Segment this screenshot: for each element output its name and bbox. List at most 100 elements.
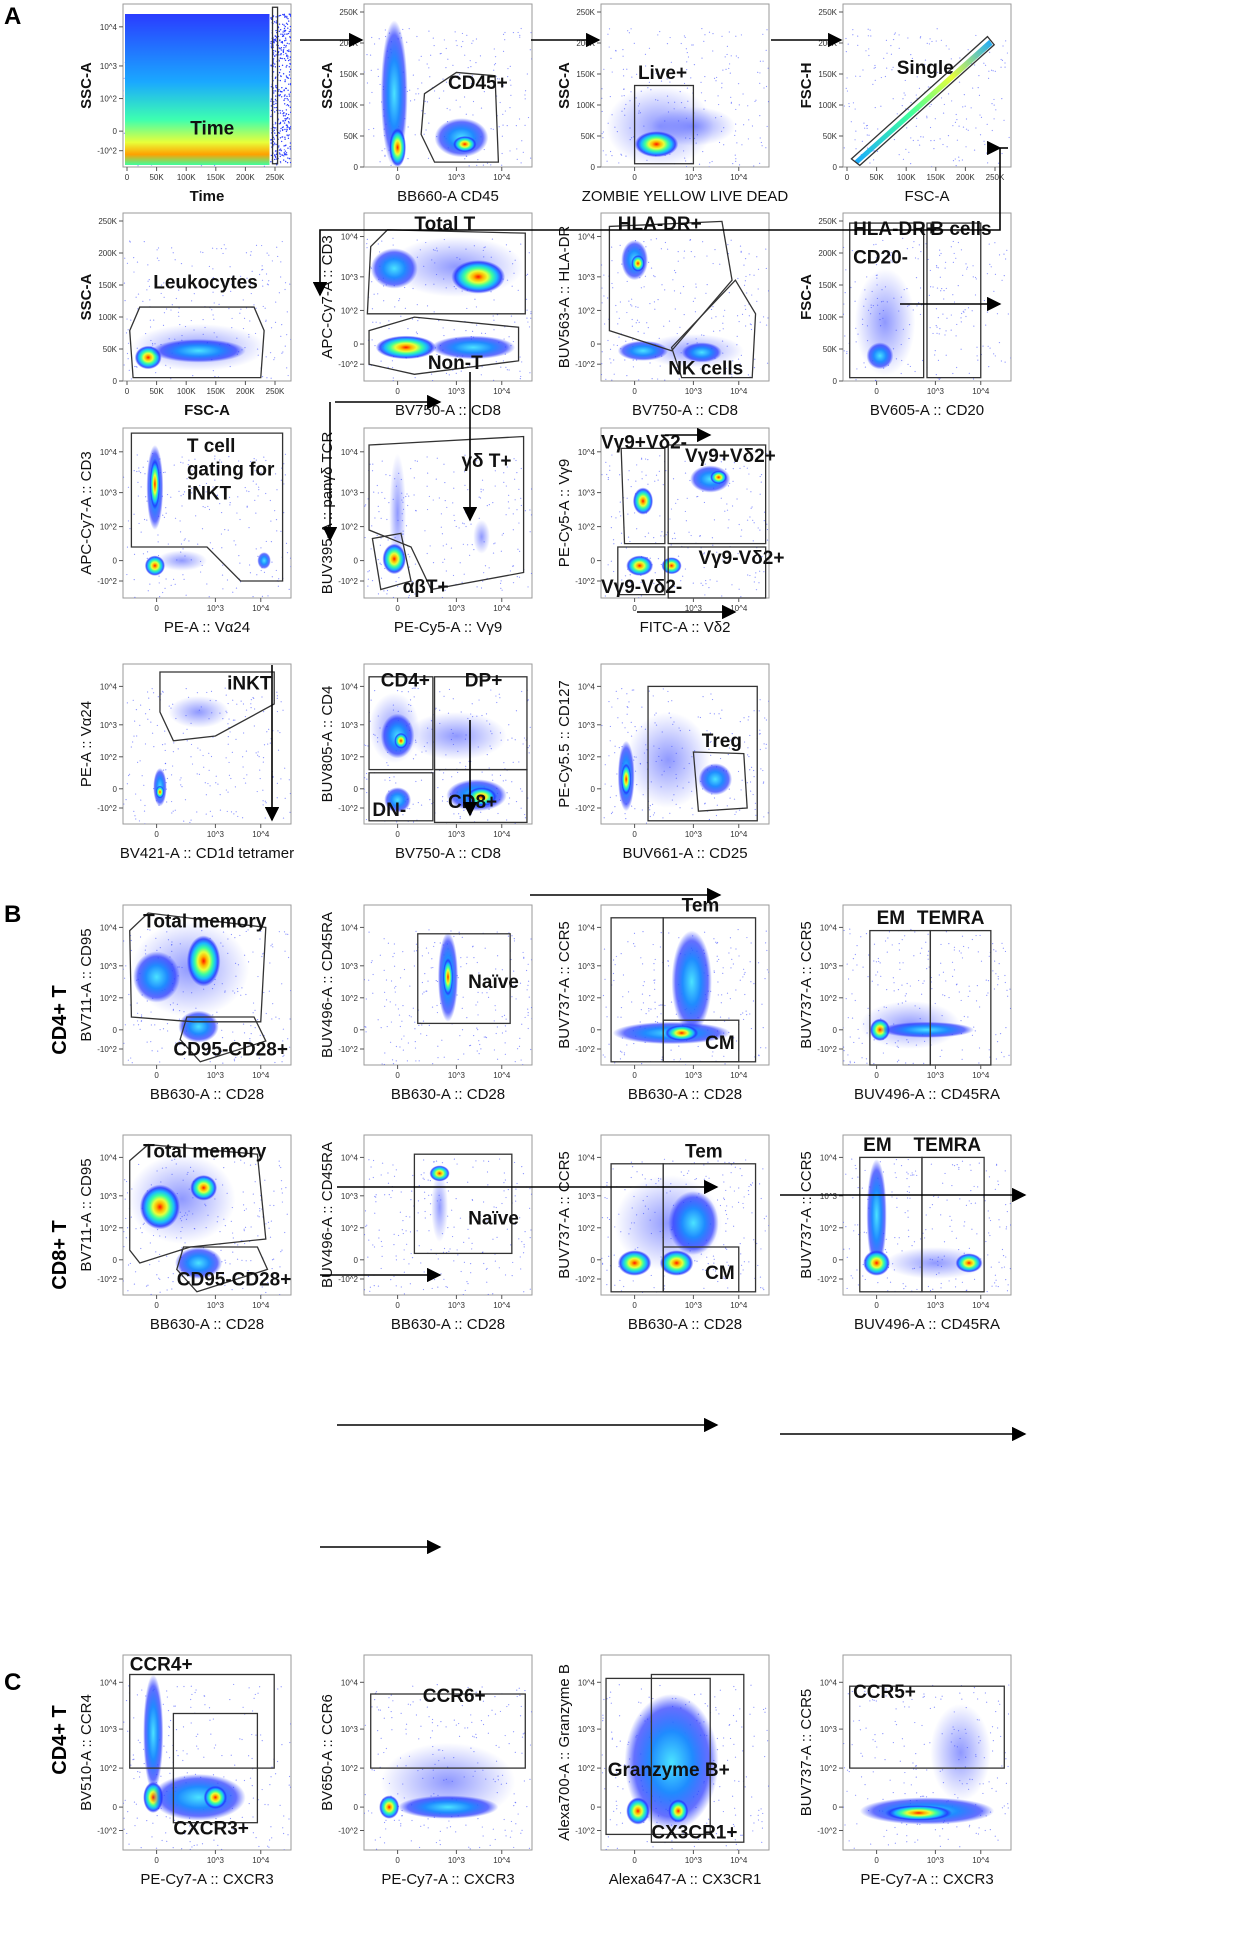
event-dot xyxy=(712,262,714,265)
event-dot xyxy=(602,994,605,997)
event-dot xyxy=(466,34,468,36)
event-dot xyxy=(208,596,210,598)
gate-shape[interactable] xyxy=(662,1019,740,1063)
event-dot xyxy=(461,1007,463,1009)
event-dot xyxy=(287,933,289,935)
event-dot xyxy=(250,706,252,709)
y-tick-label: 200K xyxy=(818,39,837,48)
event-dot xyxy=(280,149,282,152)
gate-shape[interactable] xyxy=(849,222,925,379)
event-dot xyxy=(914,257,917,259)
event-dot xyxy=(878,960,880,963)
event-dot xyxy=(286,54,288,56)
gate-shape[interactable] xyxy=(366,229,526,315)
gate-shape[interactable] xyxy=(667,546,767,599)
x-tick-label: 10^3 xyxy=(685,173,703,182)
event-dot xyxy=(603,948,606,950)
event-dot xyxy=(679,292,682,294)
event-dot xyxy=(240,275,242,277)
event-dot xyxy=(288,93,290,95)
event-dot xyxy=(234,786,236,788)
gate-shape[interactable] xyxy=(617,546,666,596)
gate-shape[interactable] xyxy=(433,768,528,824)
event-dot xyxy=(526,309,528,311)
event-dot xyxy=(494,56,497,58)
gate-shape[interactable] xyxy=(420,71,500,163)
event-dot xyxy=(529,531,531,533)
event-dot xyxy=(414,563,417,565)
event-dot xyxy=(284,80,286,83)
event-dot xyxy=(958,160,960,162)
event-dot xyxy=(466,307,468,310)
event-dot xyxy=(766,528,769,531)
gate-shape[interactable] xyxy=(179,1016,267,1063)
event-dot xyxy=(389,474,391,477)
event-dot xyxy=(279,112,282,114)
gate-shape[interactable] xyxy=(130,432,284,582)
event-dot xyxy=(496,955,499,957)
event-dot xyxy=(275,1016,277,1018)
gate-shape[interactable] xyxy=(368,435,525,591)
event-dot xyxy=(724,510,726,512)
gate-shape[interactable] xyxy=(692,751,748,812)
event-dot xyxy=(287,99,289,101)
event-dot xyxy=(235,544,237,546)
gate-shape[interactable] xyxy=(417,933,511,1025)
event-dot xyxy=(508,336,510,338)
event-dot xyxy=(726,53,728,56)
gate-shape[interactable] xyxy=(271,6,279,165)
event-dot xyxy=(907,37,909,39)
gate-shape[interactable] xyxy=(667,444,767,545)
gate-shape[interactable] xyxy=(850,35,996,167)
gate-shape[interactable] xyxy=(129,306,265,379)
event-dot xyxy=(285,104,288,106)
gate-shape[interactable] xyxy=(129,912,267,1023)
event-dot xyxy=(674,272,677,274)
event-dot xyxy=(730,96,732,98)
event-dot xyxy=(206,1051,209,1053)
y-tick-label: 200K xyxy=(576,39,595,48)
event-dot xyxy=(994,960,996,962)
event-density xyxy=(601,452,769,598)
event-dot xyxy=(994,273,997,275)
event-dot xyxy=(389,1041,392,1043)
gate-shape[interactable] xyxy=(368,772,434,822)
event-dot xyxy=(413,494,415,496)
gate-shape[interactable] xyxy=(647,685,758,822)
event-dot xyxy=(273,103,275,106)
event-dot xyxy=(289,29,291,31)
gate-shape[interactable] xyxy=(929,929,992,1066)
event-dot xyxy=(978,75,980,77)
event-dot xyxy=(264,817,266,819)
event-dot xyxy=(365,504,367,506)
event-dot xyxy=(926,115,928,117)
event-dot xyxy=(390,980,393,982)
event-dot xyxy=(728,370,730,373)
gate-shape[interactable] xyxy=(670,279,757,379)
x-tick-label: 10^4 xyxy=(972,387,990,396)
gate-shape[interactable] xyxy=(620,447,666,545)
event-dot xyxy=(492,379,495,381)
event-dot xyxy=(283,44,286,47)
event-dot xyxy=(255,307,257,309)
event-dot xyxy=(512,340,514,343)
gate-shape[interactable] xyxy=(371,532,412,591)
event-dot xyxy=(231,283,233,286)
event-dot xyxy=(286,95,288,98)
event-dot xyxy=(429,545,431,547)
event-dot xyxy=(750,328,753,331)
x-axis-label: BV750-A :: CD8 xyxy=(395,845,501,862)
event-dot xyxy=(714,249,716,251)
gate-shape[interactable] xyxy=(633,84,695,165)
event-dot xyxy=(633,42,635,44)
gate-shape[interactable] xyxy=(926,222,982,379)
event-dot xyxy=(496,1058,499,1060)
y-tick-label: 0 xyxy=(354,1026,359,1035)
gate-shape[interactable] xyxy=(159,671,275,742)
event-dot xyxy=(864,127,866,129)
density-blob xyxy=(442,957,454,997)
gate-shape[interactable] xyxy=(368,676,434,771)
event-dot xyxy=(667,960,669,962)
gate-shape[interactable] xyxy=(368,316,520,375)
